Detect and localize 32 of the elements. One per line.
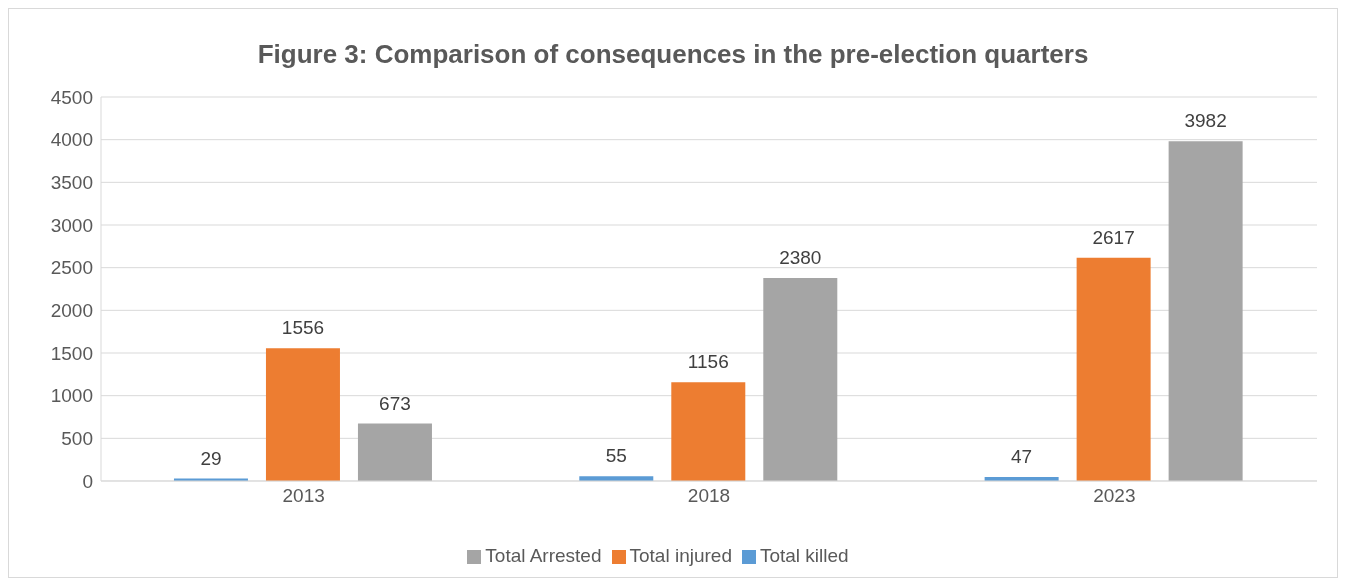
- bar: [1168, 141, 1243, 481]
- data-label: 2617: [1092, 226, 1135, 248]
- y-tick-label: 4500: [50, 86, 93, 108]
- data-label: 673: [379, 392, 411, 414]
- data-label: 3982: [1184, 110, 1227, 132]
- y-tick-label: 0: [82, 470, 93, 492]
- data-label: 29: [200, 447, 222, 469]
- y-tick-label: 4000: [50, 129, 93, 151]
- legend-label: Total injured: [629, 545, 732, 566]
- y-tick-label: 3500: [50, 172, 93, 194]
- y-tick-label: 1000: [50, 385, 93, 407]
- bar: [265, 348, 340, 481]
- y-tick-label: 3000: [50, 214, 93, 236]
- y-tick-label: 2500: [50, 257, 93, 279]
- y-tick-label: 2000: [50, 300, 93, 322]
- x-tick-label: 2018: [687, 485, 731, 507]
- legend-label: Total killed: [759, 545, 849, 566]
- bar: [671, 382, 746, 481]
- data-label: 1156: [687, 351, 729, 373]
- data-label: 55: [605, 445, 627, 467]
- data-label: 47: [1011, 445, 1033, 467]
- bar: [357, 423, 432, 481]
- legend-label: Total Arrested: [485, 545, 602, 566]
- bar: [763, 277, 838, 481]
- bar: [1076, 257, 1151, 481]
- data-label: 1556: [281, 317, 325, 339]
- y-tick-label: 500: [61, 428, 93, 450]
- data-label: 2380: [779, 246, 822, 268]
- chart-title: Figure 3: Comparison of consequences in the pre-election quarters: [257, 39, 1089, 69]
- x-tick-label: 2023: [1093, 485, 1136, 507]
- y-tick-label: 1500: [50, 342, 93, 364]
- x-tick-label: 2013: [282, 485, 325, 507]
